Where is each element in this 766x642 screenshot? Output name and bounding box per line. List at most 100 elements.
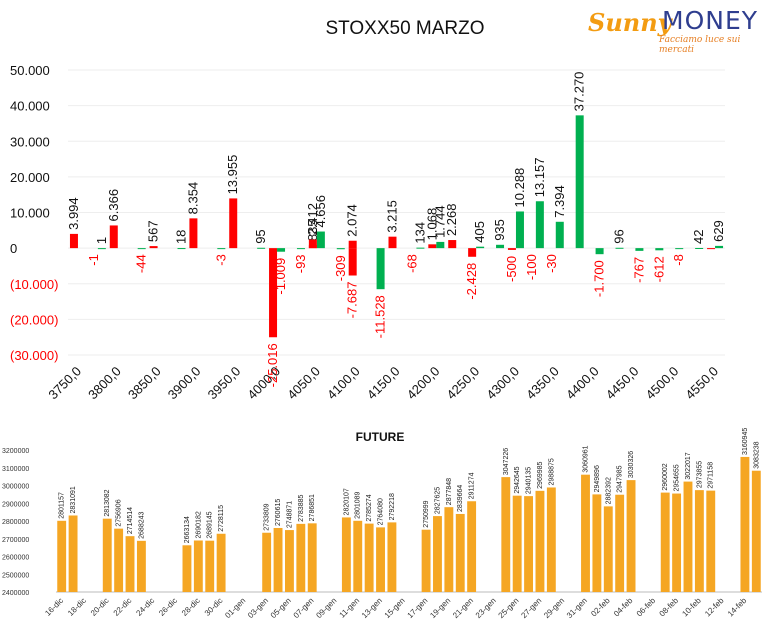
bar — [751, 470, 761, 592]
x-tick-label: 4050,0 — [284, 364, 323, 403]
bar — [575, 115, 584, 249]
x-tick-label: 4100,0 — [324, 364, 363, 403]
bar — [296, 248, 305, 250]
bar — [595, 248, 604, 255]
future-price-chart: 3200000 3100000 3000000 2900000 2800000 27000… — [2, 428, 762, 620]
bar — [216, 533, 226, 592]
bar — [114, 528, 124, 592]
bar — [284, 530, 294, 592]
data-label: 2760615 — [275, 499, 282, 526]
bar — [515, 211, 524, 249]
data-label: 2882392 — [605, 477, 612, 504]
x-tick-label: 14-feb — [726, 596, 749, 619]
bar — [336, 248, 345, 250]
data-label: 42 — [691, 230, 706, 244]
x-tick-label: 18-dic — [66, 596, 88, 618]
bar — [421, 529, 431, 592]
data-label: 629 — [711, 220, 726, 242]
data-label: -11.528 — [373, 295, 388, 338]
bar — [273, 527, 283, 592]
x-tick-label: 3950,0 — [205, 364, 244, 403]
bar — [635, 248, 644, 251]
x-tick-label: 4250,0 — [444, 364, 483, 403]
bar — [615, 247, 624, 249]
bar — [102, 518, 112, 592]
bar — [626, 480, 636, 592]
bar — [177, 248, 186, 250]
data-label: 2.074 — [345, 204, 360, 237]
bar — [512, 495, 522, 592]
options-open-interest-chart: 50.000 40.000 30.000 20.000 10.000 0 (10.000) (… — [10, 63, 726, 403]
bar — [182, 545, 192, 592]
data-label: -1.700 — [592, 260, 607, 297]
data-label: 3083238 — [753, 441, 760, 468]
data-label: 2.268 — [444, 203, 459, 236]
data-label: 13.955 — [225, 155, 240, 195]
y-tick-label: 3000000 — [2, 484, 29, 491]
x-tick-label: 07-gen — [292, 596, 316, 620]
bar — [592, 494, 602, 592]
data-label: 2.412 — [305, 203, 320, 236]
data-label: 2733809 — [264, 503, 271, 530]
x-tick-label: 25-gen — [497, 596, 521, 620]
bar — [137, 248, 146, 250]
data-label: 1 — [94, 237, 109, 244]
data-label: 3047226 — [503, 448, 510, 475]
bar — [501, 477, 511, 592]
bar — [277, 248, 286, 252]
bar — [376, 527, 385, 592]
y-tick-label: (20.000) — [10, 312, 58, 327]
data-label: 1.744 — [432, 205, 447, 238]
y-tick-label: 2900000 — [2, 501, 29, 508]
bar — [428, 244, 437, 249]
bar — [97, 248, 106, 250]
bar — [307, 523, 317, 592]
x-tick-label: 4300,0 — [483, 364, 522, 403]
bar — [348, 248, 357, 276]
data-label: -100 — [524, 254, 539, 280]
x-tick-label: 15-gen — [383, 596, 407, 620]
bar — [715, 245, 724, 249]
bar — [189, 218, 198, 249]
bar — [455, 513, 465, 592]
bar — [467, 501, 477, 592]
data-label: -500 — [504, 256, 519, 282]
bar — [524, 496, 534, 592]
data-label: 8.354 — [185, 182, 200, 215]
data-label: 2756906 — [116, 499, 123, 526]
bar — [341, 517, 351, 592]
x-tick-label: 3800,0 — [85, 364, 124, 403]
data-label: 2688243 — [138, 511, 145, 538]
y-tick-label: 30.000 — [10, 134, 50, 149]
data-label: -7.687 — [345, 282, 360, 319]
data-label: 2942645 — [514, 466, 521, 493]
y-tick-label: 2600000 — [2, 555, 29, 562]
data-label: 2988875 — [548, 458, 555, 485]
data-label: 3022017 — [685, 452, 692, 479]
bar — [476, 246, 485, 249]
data-label: 4.656 — [313, 195, 328, 228]
data-label: 1.068 — [424, 208, 439, 241]
data-label: 405 — [472, 221, 487, 243]
data-label: 96 — [612, 229, 627, 243]
x-tick-label: 02-feb — [589, 596, 612, 619]
y-tick-label: 3100000 — [2, 466, 29, 473]
bar — [496, 244, 505, 249]
data-label: 2785274 — [366, 494, 373, 521]
x-tick-label: 23-gen — [474, 596, 498, 620]
x-tick-label: 4150,0 — [364, 364, 403, 403]
bar — [388, 236, 397, 249]
bar — [416, 247, 425, 249]
x-tick-label: 31-gen — [565, 596, 589, 620]
bar — [675, 248, 684, 250]
x-tick-label: 30-dic — [203, 596, 225, 618]
data-label: 37.270 — [572, 72, 587, 112]
bar — [353, 520, 363, 592]
data-label: 13.157 — [532, 157, 547, 197]
y-tick-label: 2400000 — [2, 590, 29, 597]
x-tick-label: 21-gen — [451, 596, 475, 620]
bar — [740, 456, 750, 592]
data-label: -612 — [651, 256, 666, 282]
logo-tagline: Facciamo luce sui mercati — [659, 35, 741, 55]
data-label: 567 — [146, 220, 161, 242]
